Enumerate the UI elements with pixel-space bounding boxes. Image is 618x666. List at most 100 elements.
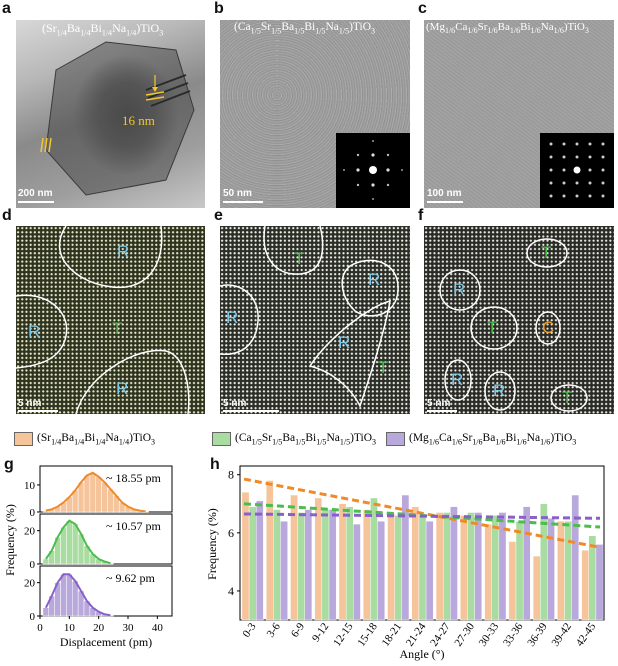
x-tick-label: 30 (123, 622, 135, 634)
region-label: R (116, 379, 129, 398)
bar (266, 480, 274, 621)
region-label: R (28, 322, 41, 341)
region-label: R (493, 381, 506, 400)
bar (280, 521, 288, 621)
formula-caption-c: (Mg1/6Ca1/6Sr1/6Ba1/6Bi1/6Na1/6)TiO3 (426, 21, 589, 36)
charts-canvas: 0 10 ~ 18.55 pm 0 20 ~ 10.57 pm 0 20 ~ 9.62 pm 0 1… (3, 465, 605, 661)
bar (256, 500, 264, 621)
region-label: R (226, 308, 239, 327)
gaussian-fit-line (45, 471, 146, 513)
histogram-bar (66, 574, 73, 617)
bar (425, 521, 434, 621)
diffraction-spot (575, 142, 579, 146)
bar (498, 512, 507, 621)
diffraction-pattern-b (343, 140, 403, 200)
panel-label-h: h (210, 456, 220, 473)
region-label: T (487, 318, 498, 337)
y-tick-label: 0 (30, 611, 36, 623)
panel-label-b: b (214, 0, 224, 17)
diffraction-spot (562, 181, 566, 185)
panel-label-e: e (214, 207, 223, 224)
tem-image-a: 16 nm (Sr1/4Ba1/4Bi1/4Na1/4)TiO3 200 nm (16, 20, 205, 208)
bar (491, 515, 500, 621)
y-tick-label: 0 (30, 507, 36, 519)
diffraction-spot (601, 181, 605, 185)
diffraction-spot (575, 181, 579, 185)
bar (588, 535, 597, 621)
x-tick-label: 27-30 (452, 620, 477, 648)
diffraction-spot (562, 155, 566, 159)
scale-text-e: 5 nm (223, 398, 247, 409)
gaussian-fit-line (45, 573, 111, 617)
region-label: T (294, 249, 305, 268)
bar (304, 509, 313, 621)
histogram-bar (60, 527, 67, 565)
bar (595, 544, 604, 621)
panel-label-g: g (4, 456, 14, 473)
bar (547, 518, 555, 621)
scale-bar-b (223, 201, 263, 203)
x-tick-label: 0 (37, 622, 43, 634)
y-tick-label: 20 (24, 578, 36, 590)
bar (571, 494, 580, 621)
bar (418, 515, 427, 621)
histogram-bar (60, 574, 67, 617)
x-tick-label: 36-39 (525, 620, 550, 648)
histogram-bar (72, 523, 79, 565)
bar (241, 491, 250, 621)
x-tick-label: 12-15 (331, 620, 356, 648)
bar (581, 550, 590, 621)
diffraction-spot (601, 142, 605, 146)
y-tick-label: 20 (24, 526, 36, 538)
scale-bar-d (18, 410, 58, 412)
diffraction-inset-c (540, 133, 614, 208)
bar (273, 509, 281, 621)
bar (484, 523, 492, 621)
histogram-bar (89, 472, 96, 513)
region-label: R (451, 370, 464, 389)
annotation-16nm: 16 nm (122, 113, 155, 128)
bar (401, 494, 410, 621)
x-tick-label: 18-21 (380, 621, 405, 649)
legend-item-mcsbbn: (Mg1/6Ca1/6Sr1/6Ba1/6Bi1/6Na1/6)TiO3 (386, 430, 576, 448)
histogram-bar (101, 481, 108, 513)
scale-bar-c (427, 201, 463, 203)
scale-text-d: 5 nm (18, 398, 42, 409)
region-label: R (453, 280, 466, 299)
legend-swatch (386, 432, 405, 446)
bar (467, 512, 475, 621)
region-label: C (542, 318, 555, 337)
scale-bar-f (427, 410, 457, 412)
legend-item-sbbn: (Sr1/4Ba1/4Bi1/4Na1/4)TiO3 (14, 430, 155, 448)
scale-text-f: 5 nm (427, 398, 451, 409)
scale-text-b: 50 nm (223, 188, 252, 199)
bar (515, 521, 524, 621)
legend-label: (Sr1/4Ba1/4Bi1/4Na1/4)TiO3 (37, 431, 156, 447)
diffraction-spot (588, 155, 592, 159)
legend-swatch (14, 432, 33, 446)
bar (508, 541, 517, 621)
bar (297, 512, 305, 621)
tem-image-c: (Mg1/6Ca1/6Sr1/6Ba1/6Bi1/6Na1/6)TiO3 100… (424, 20, 614, 208)
diffraction-spot (601, 155, 605, 159)
trend-line (243, 477, 601, 549)
diffraction-spot (588, 168, 592, 172)
y-tick-label: 10 (24, 480, 36, 492)
x-tick-label: 21-24 (404, 620, 429, 648)
diffraction-spot (601, 168, 605, 172)
y-axis-label: Frequency (%) (205, 508, 219, 580)
domain-boundaries-f (439, 238, 588, 412)
gaussian-fit-line (45, 519, 111, 565)
x-tick-label: 3-6 (265, 620, 284, 639)
scale-text-c: 100 nm (427, 188, 462, 199)
bar (443, 512, 451, 621)
histogram-bar (42, 558, 50, 565)
bar (328, 509, 337, 621)
x-tick-label: 24-27 (428, 620, 453, 648)
atomic-image-e: T R R R T 5 nm (220, 226, 410, 414)
histogram-bar (66, 520, 73, 565)
bar (532, 555, 541, 621)
x-axis-label: Angle (°) (399, 647, 444, 661)
bar (564, 521, 572, 621)
region-label: R (338, 333, 351, 352)
